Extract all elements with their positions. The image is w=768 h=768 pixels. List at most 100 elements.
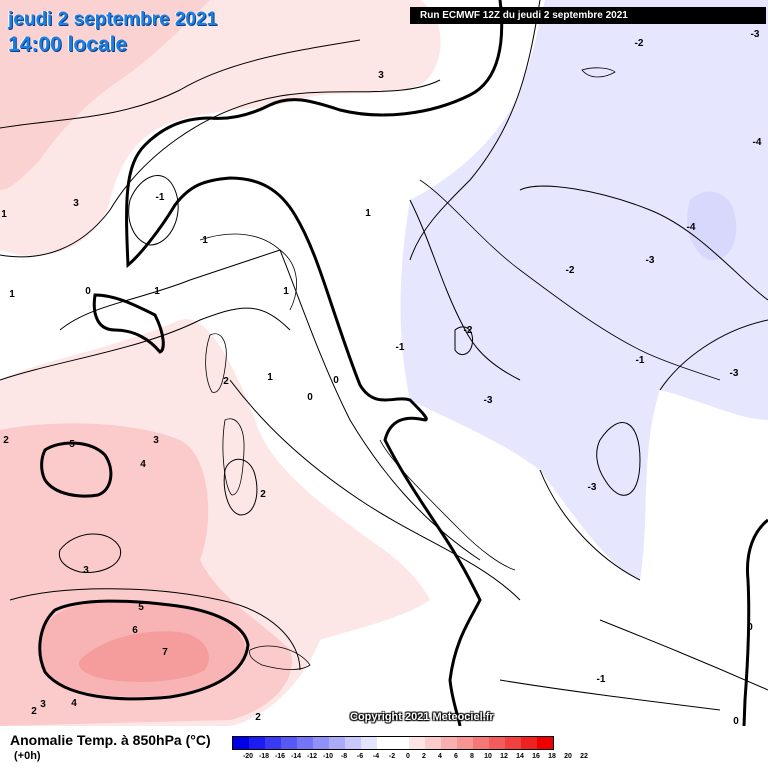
contour-label: 3 <box>378 70 384 81</box>
contour-label: -3 <box>646 255 655 266</box>
contour-label: 3 <box>40 699 46 710</box>
scale-tick-label: -10 <box>322 753 334 760</box>
scale-swatch <box>281 737 297 749</box>
contour-label: 5 <box>69 439 75 450</box>
contour-label: 2 <box>3 435 9 446</box>
scale-swatch <box>393 737 409 749</box>
contour-label: -4 <box>687 222 696 233</box>
legend-footer: Anomalie Temp. à 850hPa (°C) (+0h) -20 -1… <box>0 726 768 768</box>
contour-label: 1 <box>1 209 7 220</box>
time-title: 14:00 locale <box>8 33 128 56</box>
scale-swatch <box>249 737 265 749</box>
scale-tick-label: 20 <box>564 753 572 760</box>
scale-swatch <box>361 737 377 749</box>
contour-label: 1 <box>283 286 289 297</box>
contour-label: 4 <box>140 459 146 470</box>
warm-anomaly-fill-peak <box>79 631 209 682</box>
contour-label: -1 <box>597 674 606 685</box>
scale-tick-label: 8 <box>470 753 474 760</box>
warm-anomaly-fill-north-inner <box>0 0 210 190</box>
scale-tick-label: 0 <box>406 753 410 760</box>
color-scale-labels: -20 -18 -16 -14 -12 -10 -8 -6 -4 -2 0 2 4 6 8 10 12 14 16 1… <box>232 753 588 763</box>
scale-tick-label: 6 <box>454 753 458 760</box>
scale-swatch <box>521 737 537 749</box>
scale-tick-label: 12 <box>500 753 508 760</box>
scale-tick-label: 16 <box>532 753 540 760</box>
contour-label: 0 <box>333 375 339 386</box>
scale-tick-label: -4 <box>372 753 380 760</box>
contour-label: 1 <box>267 372 273 383</box>
date-title: jeudi 2 septembre 2021 <box>8 9 218 30</box>
contour-label: -4 <box>753 137 762 148</box>
scale-tick-label: -20 <box>242 753 254 760</box>
contour-label: 3 <box>153 435 159 446</box>
contour-label: 2 <box>31 706 37 717</box>
scale-swatch <box>473 737 489 749</box>
contour-label: 0 <box>85 286 91 297</box>
scale-swatch <box>329 737 345 749</box>
coastlines <box>199 67 721 670</box>
contour-label: -2 <box>566 265 575 276</box>
scale-tick-label: -16 <box>274 753 286 760</box>
scale-swatch <box>457 737 473 749</box>
color-scale <box>232 736 554 750</box>
scale-swatch <box>345 737 361 749</box>
scale-swatch <box>297 737 313 749</box>
contour-label: 4 <box>71 698 77 709</box>
scale-swatch <box>425 737 441 749</box>
scale-tick-label: -18 <box>258 753 270 760</box>
scale-tick-label: 18 <box>548 753 556 760</box>
cold-anomaly-fill-inner <box>687 191 737 261</box>
scale-swatch <box>505 737 521 749</box>
scale-tick-label: -14 <box>290 753 302 760</box>
cold-anomaly-fill <box>400 0 768 580</box>
copyright-text: Copyright 2021 Meteociel.fr <box>350 711 494 723</box>
contour-label: 1 <box>202 235 208 246</box>
contour-label: -1 <box>156 192 165 203</box>
contour-label: -3 <box>751 29 760 40</box>
scale-swatch <box>409 737 425 749</box>
scale-swatch <box>233 737 249 749</box>
contour-label: 2 <box>223 376 229 387</box>
scale-swatch <box>537 737 553 749</box>
scale-swatch <box>265 737 281 749</box>
contour-label: 0 <box>747 622 753 633</box>
contour-label: 7 <box>162 647 168 658</box>
scale-tick-label: -8 <box>340 753 348 760</box>
contour-label: -1 <box>396 342 405 353</box>
thick-contours <box>38 0 768 726</box>
contour-label: 3 <box>83 565 89 576</box>
scale-tick-label: 22 <box>580 753 588 760</box>
scale-swatch <box>489 737 505 749</box>
thin-contours <box>0 0 768 711</box>
lead-time-label: (+0h) <box>14 750 41 762</box>
contour-label: 2 <box>260 489 266 500</box>
contour-label: 6 <box>132 625 138 636</box>
contour-label: -3 <box>588 482 597 493</box>
run-info-bar: Run ECMWF 12Z du jeudi 2 septembre 2021 <box>410 7 766 24</box>
scale-swatch <box>377 737 393 749</box>
contour-label: -3 <box>484 395 493 406</box>
scale-tick-label: -2 <box>388 753 396 760</box>
contour-label: 3 <box>73 198 79 209</box>
contour-label: 0 <box>733 716 739 726</box>
contour-label: 1 <box>365 208 371 219</box>
scale-tick-label: -12 <box>306 753 318 760</box>
contour-label: 0 <box>307 392 313 403</box>
contour-label: -3 <box>730 368 739 379</box>
scale-tick-label: 2 <box>422 753 426 760</box>
contour-label: 2 <box>255 712 261 723</box>
scale-tick-label: -6 <box>356 753 364 760</box>
contour-label: -1 <box>636 355 645 366</box>
scale-swatch <box>441 737 457 749</box>
scale-tick-label: 4 <box>438 753 442 760</box>
scale-tick-label: 14 <box>516 753 524 760</box>
scale-swatch <box>313 737 329 749</box>
contour-label: 1 <box>9 289 15 300</box>
scale-tick-label: 10 <box>484 753 492 760</box>
contour-label: -2 <box>464 325 473 336</box>
contour-label: -2 <box>635 38 644 49</box>
contour-label: 1 <box>154 286 160 297</box>
